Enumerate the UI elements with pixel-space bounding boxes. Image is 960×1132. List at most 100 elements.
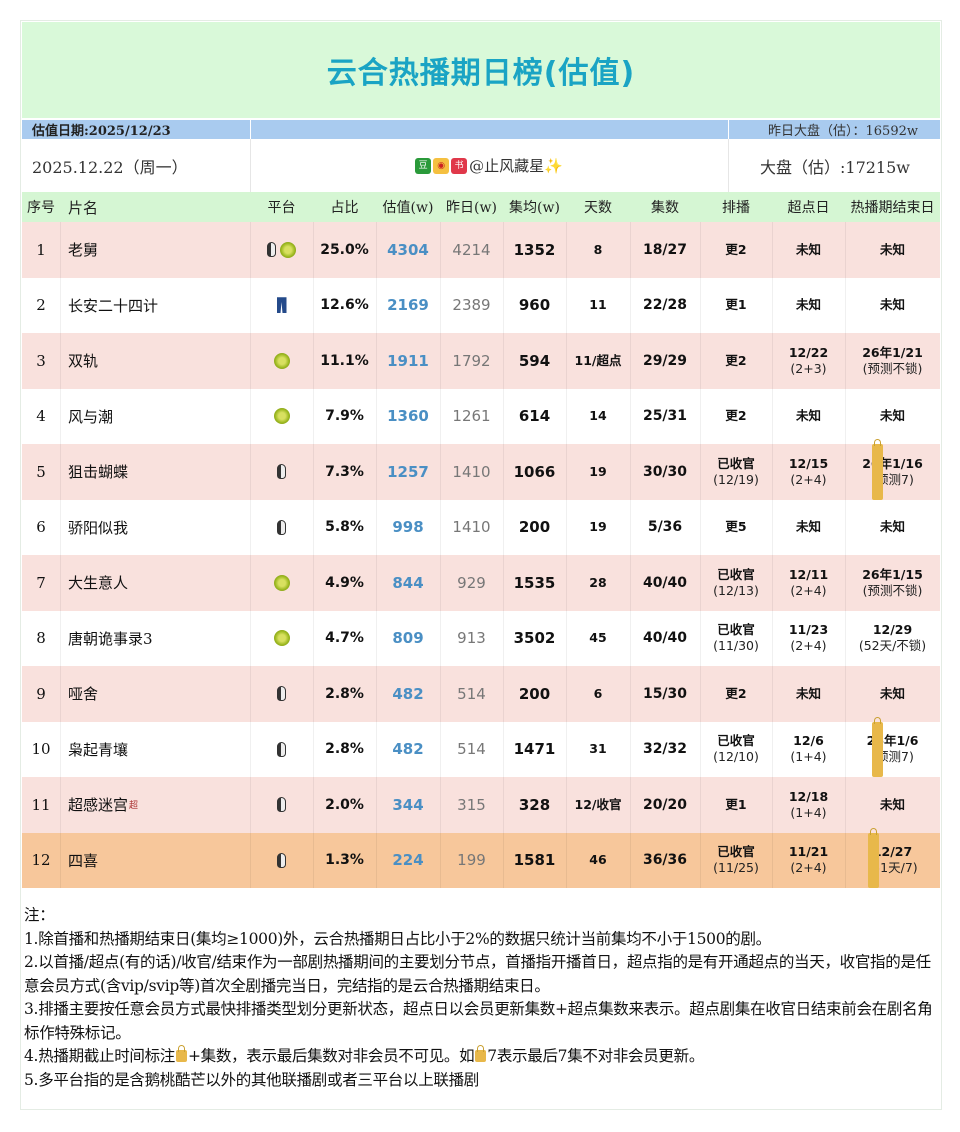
estimate: 4304 bbox=[387, 240, 429, 259]
share: 2.8% bbox=[325, 685, 364, 702]
estimate: 809 bbox=[392, 629, 424, 648]
rank: 2 bbox=[36, 296, 46, 315]
schedule: 更2 bbox=[725, 352, 747, 368]
author-credit: 豆 ◉ 书 @止风藏星✨ bbox=[250, 155, 728, 176]
yesterday: 929 bbox=[457, 573, 486, 592]
share: 5.8% bbox=[325, 519, 364, 536]
share: 4.9% bbox=[325, 574, 364, 591]
days: 45 bbox=[589, 630, 607, 646]
share: 2.0% bbox=[325, 796, 364, 813]
schedule: 更1 bbox=[725, 796, 747, 812]
days: 31 bbox=[589, 741, 607, 757]
estimate: 844 bbox=[392, 573, 424, 592]
rank: 6 bbox=[36, 518, 46, 537]
column-header: 平台 bbox=[267, 200, 296, 216]
estimate-date-bar: 估值日期:2025/12/23 昨日大盘（估）：16592w bbox=[22, 120, 940, 139]
days: 19 bbox=[589, 463, 607, 479]
end-date: 未知 bbox=[879, 519, 905, 535]
schedule: 更2 bbox=[725, 685, 747, 701]
end-date: 26年1/6 (预测 7) bbox=[845, 716, 940, 777]
share: 2.8% bbox=[325, 741, 364, 758]
estimate-date: 估值日期:2025/12/23 bbox=[32, 124, 171, 139]
table-row: 8 唐朝诡事录3 4.7% 809 913 3502 45 40/40 已收官 (11/30) 11… bbox=[22, 610, 940, 666]
episodes: 18/27 bbox=[642, 241, 688, 258]
rank: 5 bbox=[36, 462, 46, 481]
platform bbox=[250, 333, 313, 389]
table-row: 1 老舅 25.0% 4304 4214 1352 8 18/27 更2 未知 未知 bbox=[22, 222, 940, 278]
episodes: 25/31 bbox=[642, 408, 688, 425]
days: 14 bbox=[589, 408, 607, 424]
episode-average: 1352 bbox=[513, 240, 556, 259]
episode-average: 614 bbox=[518, 407, 551, 426]
share: 4.7% bbox=[325, 630, 364, 647]
super-vip-date: 12/6 (1+4) bbox=[790, 733, 827, 765]
column-header: 集数 bbox=[651, 200, 679, 216]
note-line: 5.多平台指的是含鹅桃酷芒以外的其他联播剧或者三平台以上联播剧 bbox=[24, 1070, 479, 1089]
column-header: 集均(w) bbox=[509, 200, 560, 216]
yesterday: 315 bbox=[457, 795, 486, 814]
rank: 11 bbox=[31, 795, 51, 814]
episodes: 36/36 bbox=[642, 852, 688, 869]
estimate: 482 bbox=[392, 684, 424, 703]
share: 12.6% bbox=[320, 297, 369, 314]
weibo-icon: ◉ bbox=[433, 157, 450, 174]
yesterday: 1410 bbox=[452, 462, 491, 481]
lock-icon bbox=[176, 1045, 187, 1062]
estimate: 224 bbox=[392, 851, 424, 870]
rank: 4 bbox=[36, 407, 46, 426]
table-row: 7 大生意人 4.9% 844 929 1535 28 40/40 已收官 (12/13) 12/1… bbox=[22, 555, 940, 611]
table-row: 11 超感迷宫超 2.0% 344 315 328 12/收官 20/20 更1 12/18 (1+… bbox=[22, 777, 940, 833]
schedule: 更5 bbox=[725, 519, 747, 535]
column-header: 序号 bbox=[27, 200, 55, 216]
end-date: 26年1/15 (预测不锁) bbox=[862, 566, 923, 598]
drama-title: 唐朝诡事录3 bbox=[68, 629, 153, 648]
share: 11.1% bbox=[320, 352, 369, 369]
table-row: 12 四喜 1.3% 224 199 1581 46 36/36 已收官 (11/25) 11/21… bbox=[22, 827, 940, 889]
estimate: 998 bbox=[392, 518, 424, 537]
end-date: 未知 bbox=[879, 297, 905, 313]
super-vip-date: 未知 bbox=[795, 519, 821, 535]
info-row: 2025.12.22（周一） 豆 ◉ 书 @止风藏星✨ 大盘（估）:17215w bbox=[22, 139, 940, 192]
rank: 3 bbox=[36, 351, 46, 370]
notes: 注： 1.除首播和热播期结束日(集均≥1000)外，云合热播期日占比小于2%的数据… bbox=[24, 904, 944, 1092]
episode-average: 200 bbox=[518, 518, 551, 537]
platform bbox=[250, 833, 313, 889]
episode-average: 1581 bbox=[513, 851, 556, 870]
table-row: 2 长安二十四计 12.6% 2169 2389 960 11 22/28 更1 未知 未知 bbox=[22, 277, 940, 334]
episodes: 29/29 bbox=[642, 352, 688, 369]
share: 7.9% bbox=[325, 408, 364, 425]
end-date: 未知 bbox=[879, 241, 905, 257]
episode-average: 200 bbox=[518, 684, 551, 703]
days: 46 bbox=[589, 852, 607, 868]
kiwi-icon bbox=[273, 630, 290, 647]
platform bbox=[250, 722, 313, 778]
schedule: 已收官 (12/10) bbox=[713, 733, 759, 765]
broadcast-date: 2025.12.22（周一） bbox=[32, 157, 188, 177]
end-date: 未知 bbox=[879, 796, 905, 812]
episodes: 32/32 bbox=[642, 741, 688, 758]
jeans-icon bbox=[276, 297, 287, 314]
table-row: 3 双轨 11.1% 1911 1792 594 11/超点 29/29 更2 12/22 (2+3… bbox=[22, 333, 940, 389]
days: 8 bbox=[593, 241, 603, 257]
super-vip-date: 12/22 (2+3) bbox=[788, 344, 829, 376]
page-title: 云合热播期日榜(估值) bbox=[22, 22, 940, 118]
platform bbox=[250, 278, 313, 334]
episode-average: 960 bbox=[518, 296, 551, 315]
schedule: 已收官 (11/25) bbox=[713, 844, 759, 876]
drama-title: 超感迷宫超 bbox=[68, 796, 139, 815]
platform bbox=[250, 444, 313, 500]
yesterday: 913 bbox=[457, 629, 486, 648]
yesterday: 199 bbox=[457, 851, 486, 870]
penguin-icon bbox=[277, 797, 286, 813]
rank: 7 bbox=[36, 573, 46, 592]
column-header: 天数 bbox=[584, 200, 612, 216]
author-name: @止风藏星✨ bbox=[469, 157, 563, 175]
super-vip-date: 12/11 (2+4) bbox=[788, 566, 829, 598]
episodes: 40/40 bbox=[642, 630, 688, 647]
table-row: 10 枭起青壤 2.8% 482 514 1471 31 32/32 已收官 (12/10) 12/… bbox=[22, 716, 940, 778]
column-header: 排播 bbox=[722, 200, 750, 216]
yesterday: 514 bbox=[457, 684, 486, 703]
yesterday: 2389 bbox=[452, 296, 491, 315]
penguin-icon bbox=[277, 686, 286, 702]
days: 11 bbox=[589, 297, 607, 313]
